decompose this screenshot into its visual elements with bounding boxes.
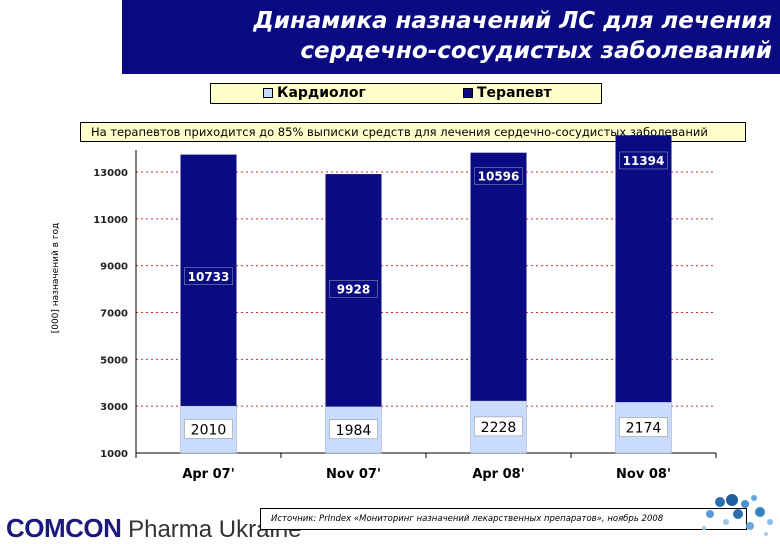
data-label-box-cardiologist: [184, 419, 233, 439]
legend-swatch-therapist: [463, 88, 473, 98]
data-label-therapist: 9928: [337, 282, 370, 296]
data-label-cardiologist: 1984: [336, 423, 372, 439]
legend-item-cardiologist: Кардиолог: [263, 85, 366, 101]
y-tick-label: 11000: [93, 215, 128, 226]
x-tick-label: Apr 07': [182, 467, 234, 482]
y-tick-label: 1000: [100, 449, 128, 460]
data-label-box-therapist: [184, 267, 233, 286]
y-tick-label: 9000: [100, 262, 128, 273]
y-axis-label: [000] назначений в год: [51, 222, 61, 334]
legend-label-cardiologist: Кардиолог: [277, 85, 366, 101]
chart-title-line-2: сердечно-сосудистых заболеваний: [300, 38, 772, 64]
x-tick-label: Nov 07': [326, 467, 381, 482]
data-label-box-cardiologist: [619, 417, 668, 437]
legend-item-therapist: Терапевт: [463, 85, 552, 101]
title-band: Динамика назначений ЛС для лечения серде…: [122, 0, 780, 74]
y-tick-label: 13000: [93, 168, 128, 179]
legend-swatch-cardiologist: [263, 88, 273, 98]
data-label-cardiologist: 2010: [191, 422, 227, 438]
legend-label-therapist: Терапевт: [477, 85, 552, 101]
y-tick-label: 5000: [100, 355, 128, 366]
logo-brand: COMCON: [6, 513, 122, 543]
data-label-box-therapist: [619, 151, 668, 170]
data-label-therapist: 11394: [623, 154, 665, 168]
legend: Кардиолог Терапевт: [210, 83, 602, 104]
data-label-cardiologist: 2174: [626, 421, 662, 437]
bar-therapist: [470, 152, 527, 401]
data-label-box-therapist: [329, 280, 378, 298]
data-label-box-cardiologist: [329, 419, 378, 440]
data-label-therapist: 10596: [478, 170, 520, 184]
bar-therapist: [615, 135, 672, 403]
x-tick-label: Nov 08': [616, 467, 671, 482]
x-tick-label: Apr 08': [472, 467, 524, 482]
data-label-box-therapist: [474, 167, 523, 185]
y-tick-label: 3000: [100, 402, 128, 413]
decorative-dots-icon: [702, 494, 773, 536]
data-label-cardiologist: 2228: [481, 420, 517, 436]
data-label-therapist: 10733: [188, 270, 230, 284]
y-tick-label: 7000: [100, 309, 128, 320]
company-logo: COMCON Pharma Ukraine: [6, 513, 302, 544]
data-label-box-cardiologist: [474, 416, 523, 437]
source-note: Источник: PrIndex «Мониторинг назначений…: [260, 508, 747, 530]
note-banner: На терапевтов приходится до 85% выписки …: [80, 122, 746, 142]
chart-title-line-1: Динамика назначений ЛС для лечения: [253, 8, 772, 34]
